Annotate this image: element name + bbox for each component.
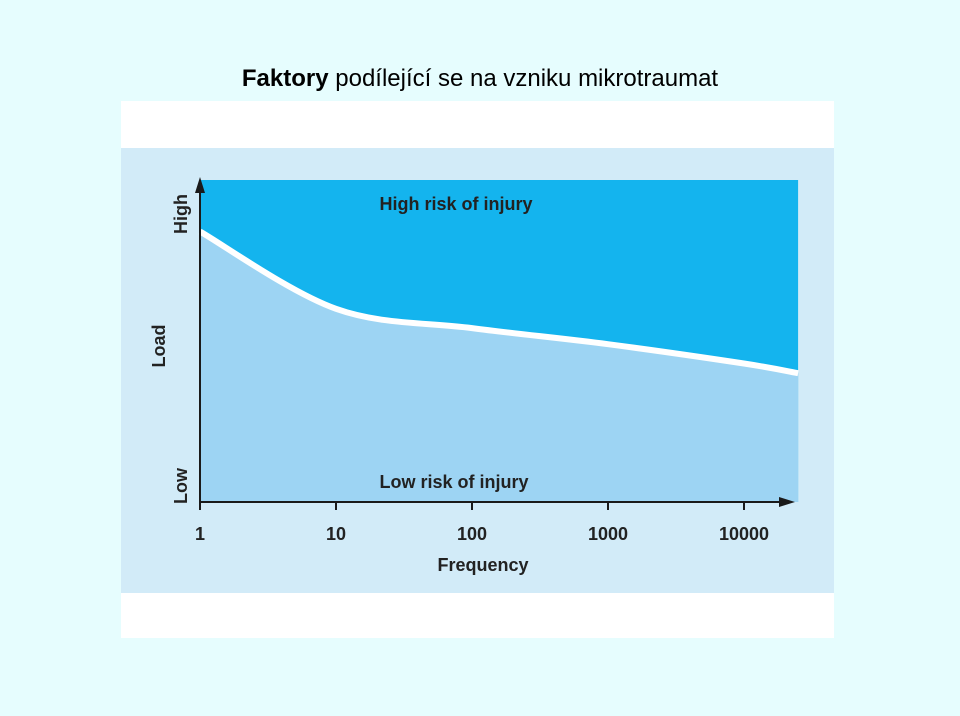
slide-title-rest: podílející se na vzniku mikrotraumat bbox=[335, 65, 719, 92]
slide-title-bold: Faktory bbox=[241, 65, 329, 92]
y-axis-label: Load bbox=[149, 325, 169, 368]
low-risk-area bbox=[200, 231, 799, 502]
x-axis-label: Frequency bbox=[437, 555, 528, 575]
x-axis-arrow bbox=[779, 497, 795, 507]
x-tick-label-1000: 1000 bbox=[588, 524, 628, 544]
x-ticks: 1 10 100 1000 10000 bbox=[195, 502, 769, 544]
risk-chart: 1 10 100 1000 10000 High risk of injury Low … bbox=[121, 148, 834, 593]
high-risk-label: High risk of injury bbox=[379, 194, 532, 214]
x-tick-label-1: 1 bbox=[195, 524, 205, 544]
x-tick-label-100: 100 bbox=[457, 524, 487, 544]
risk-boundary-curve bbox=[198, 228, 799, 377]
chart-panel: 1 10 100 1000 10000 High risk of injury Low … bbox=[121, 101, 834, 638]
slide-title: Faktory podílející se na vzniku mikrotra… bbox=[0, 64, 960, 94]
y-axis-arrow bbox=[195, 177, 205, 193]
low-risk-label: Low risk of injury bbox=[379, 472, 528, 492]
y-low-label: Low bbox=[171, 467, 191, 504]
y-high-label: High bbox=[171, 194, 191, 234]
x-tick-label-10: 10 bbox=[326, 524, 346, 544]
x-tick-label-10000: 10000 bbox=[719, 524, 769, 544]
